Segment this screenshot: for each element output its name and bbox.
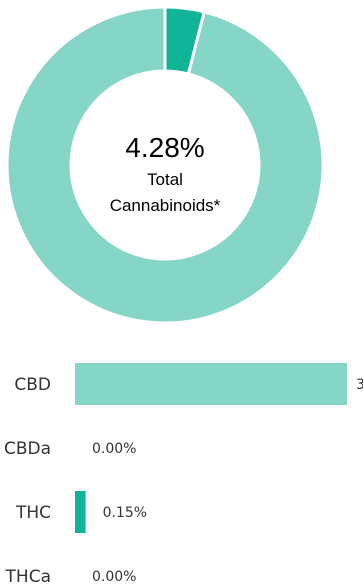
bar-category-label: CBD	[14, 375, 51, 395]
bar-category-label: THCa	[5, 567, 51, 587]
bar-thc	[75, 491, 86, 533]
bar-value-label: 0.00%	[92, 569, 136, 585]
bar-category-label: CBDa	[4, 439, 51, 459]
bar-value-label: 0.15%	[103, 505, 147, 521]
donut-center-label-line1: Total	[147, 170, 183, 189]
bar-value-label: 0.00%	[92, 441, 136, 457]
donut-chart	[5, 5, 325, 325]
bar-value-label: 3.86%	[356, 377, 363, 393]
bar-cbd	[75, 363, 347, 405]
bar-category-label: THC	[15, 503, 51, 523]
donut-center-label-line2: Cannabinoids*	[109, 196, 221, 215]
donut-slice-1	[5, 5, 325, 325]
donut-center-value: 4.28%	[125, 132, 205, 163]
